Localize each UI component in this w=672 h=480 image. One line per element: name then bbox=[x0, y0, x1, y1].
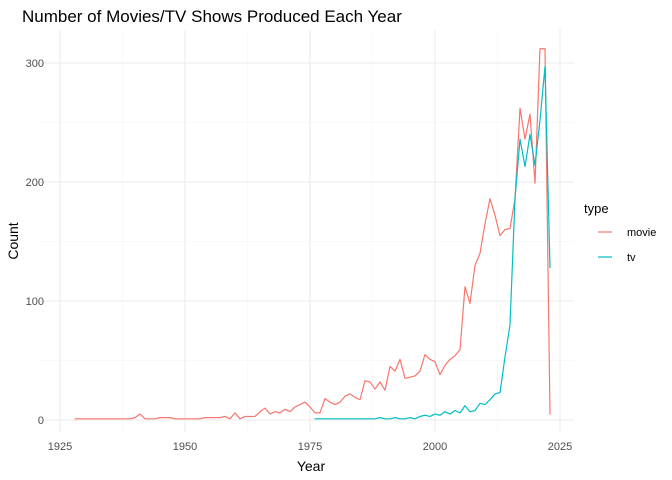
legend: type movie tv bbox=[584, 201, 656, 264]
y-tick-label: 200 bbox=[26, 177, 44, 189]
y-axis-title: Count bbox=[5, 222, 21, 259]
x-axis-ticks: 1925 1950 1975 2000 2025 bbox=[48, 441, 572, 453]
x-tick-label: 1925 bbox=[48, 441, 72, 453]
legend-item-movie: movie bbox=[598, 227, 656, 239]
legend-label-tv: tv bbox=[627, 252, 636, 264]
series-line-tv bbox=[314, 65, 551, 420]
legend-title: type bbox=[584, 201, 609, 216]
x-axis-title: Year bbox=[297, 458, 326, 474]
y-axis-ticks: 0 100 200 300 bbox=[26, 58, 44, 427]
y-tick-label: 0 bbox=[38, 415, 44, 427]
series-layer bbox=[74, 48, 551, 420]
x-tick-label: 1975 bbox=[298, 441, 322, 453]
chart-title: Number of Movies/TV Shows Produced Each … bbox=[22, 7, 402, 26]
y-tick-label: 300 bbox=[26, 58, 44, 70]
x-tick-label: 1950 bbox=[173, 441, 197, 453]
x-tick-label: 2025 bbox=[548, 441, 572, 453]
x-tick-label: 2000 bbox=[423, 441, 447, 453]
grid-layer bbox=[38, 30, 574, 432]
legend-label-movie: movie bbox=[627, 227, 656, 239]
y-tick-label: 100 bbox=[26, 296, 44, 308]
legend-item-tv: tv bbox=[598, 252, 636, 264]
series-line-movie bbox=[74, 48, 551, 420]
